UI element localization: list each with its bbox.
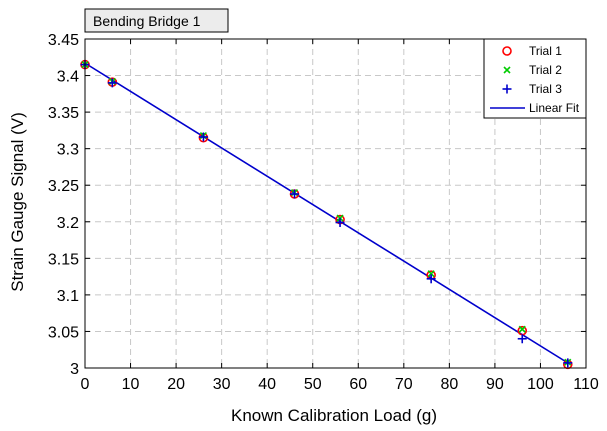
y-tick-label: 3.4 [57,69,79,86]
series-trial-3-point [563,358,573,368]
legend: Trial 1 Trial 2 Trial 3 Linear Fit [483,38,587,119]
plot-series [80,59,573,370]
x-tick-label: 60 [349,376,367,393]
legend-swatch-marker [503,66,511,74]
x-axis-title: Known Calibration Load (g) [231,406,437,425]
plot-frame [84,38,587,369]
legend-swatch-marker [502,84,512,94]
y-tick-label: 3.05 [48,324,79,341]
series-trial-2-point [427,270,435,278]
x-tick-label: 70 [395,376,413,393]
series-trial-3-point [517,334,527,344]
legend-swatch-marker-stroke [503,66,511,74]
chart-title-box: Bending Bridge 1 [84,8,229,33]
y-axis-title: Strain Gauge Signal (V) [8,112,27,292]
series-trial-3-point [426,274,436,284]
y-tick-label: 3.1 [57,288,79,305]
series-trial-3-point [198,132,208,142]
legend-item-trial-3: Trial 3 [502,82,562,96]
series-trial-3-point [290,189,300,199]
legend-swatch-marker [502,46,512,56]
y-tick-label: 3.2 [57,215,79,232]
legend-item-linear-fit: Linear Fit [490,101,580,115]
y-tick-label: 3.3 [57,142,79,159]
x-tick-label: 40 [258,376,276,393]
x-tick-label: 30 [213,376,231,393]
x-tick-label: 80 [440,376,458,393]
legend-label: Trial 1 [529,44,562,58]
legend-frame [483,38,587,119]
y-tick-label: 3 [70,361,79,378]
x-tick-label: 50 [304,376,322,393]
legend-label: Trial 2 [529,63,562,77]
x-tick-label: 20 [167,376,185,393]
axis-ticks: 0 10 20 30 40 50 60 70 80 90 100 110 3 3.05 3.1 3.15 3.2… [48,32,599,393]
y-tick-label: 3.45 [48,32,79,49]
chart-title-frame [84,8,229,33]
x-tick-label: 100 [527,376,554,393]
legend-item-trial-1: Trial 1 [502,44,562,58]
series-trial-2-point-stroke [518,325,526,333]
x-tick-label: 0 [81,376,90,393]
series-linear-fit-line [84,62,569,364]
x-tick-label: 10 [122,376,140,393]
y-tick-label: 3.35 [48,105,79,122]
legend-item-trial-2: Trial 2 [503,63,562,77]
x-tick-label: 110 [573,376,599,393]
x-tick-label: 90 [486,376,504,393]
chart-title: Bending Bridge 1 [93,13,201,29]
y-tick-label: 3.25 [48,178,79,195]
legend-entries: Trial 1 Trial 2 Trial 3 Linear Fit [490,44,580,115]
legend-label: Linear Fit [529,101,580,115]
series-trial-3-point [335,218,345,228]
series-trial-2-point-stroke [427,270,435,278]
series-trial-3-point [107,78,117,88]
series-trial-2-point [518,325,526,333]
legend-label: Trial 3 [529,82,562,96]
y-tick-label: 3.15 [48,251,79,268]
